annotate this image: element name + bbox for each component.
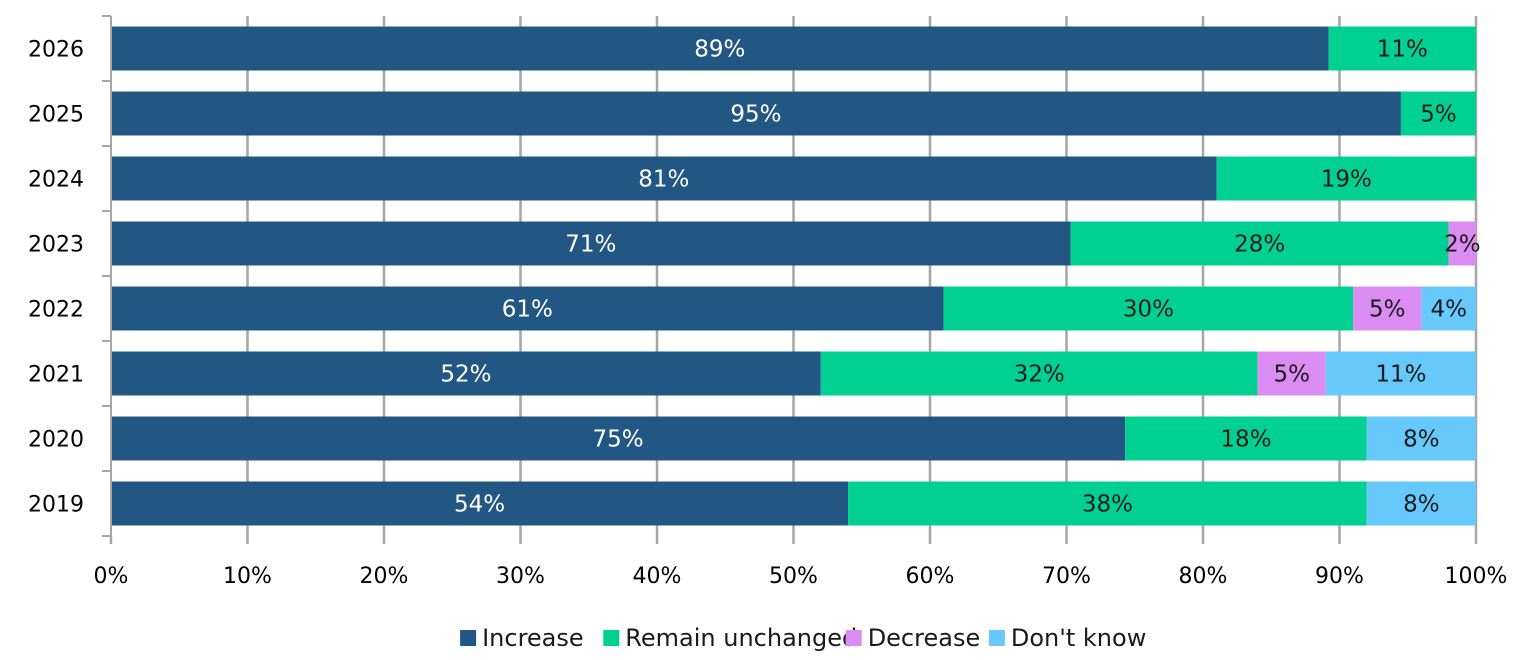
data-label: 11% (1375, 362, 1426, 388)
data-label: 28% (1234, 232, 1285, 258)
data-label: 18% (1220, 427, 1271, 453)
data-label: 54% (454, 492, 505, 518)
legend: Increase Remain unchanged Decrease Don't kn… (460, 624, 1146, 652)
data-label: 61% (502, 297, 553, 323)
data-label: 95% (730, 102, 781, 128)
legend-swatch (603, 630, 620, 646)
y-tick-label: 2022 (28, 298, 84, 323)
data-label: 81% (638, 167, 689, 193)
x-axis-tick-labels: 0% 10% 20% 30% 40% 50% 60% 70% 80% 90% 100% (94, 564, 1508, 589)
bar-segment (1325, 351, 1476, 396)
x-tick-label: 70% (1042, 564, 1091, 589)
bar-segment (111, 91, 1401, 136)
bar-segment (1257, 351, 1326, 396)
data-label: 89% (694, 37, 745, 63)
y-tick-label: 2020 (28, 428, 84, 453)
data-label: 8% (1403, 492, 1440, 518)
bar-segment (111, 351, 821, 396)
legend-label: Increase (482, 624, 584, 652)
data-label: 71% (565, 232, 616, 258)
bar-segment (1353, 286, 1422, 331)
bar-segment (1448, 221, 1476, 266)
x-tick-label: 100% (1445, 564, 1508, 589)
data-label: 19% (1321, 167, 1372, 193)
legend-swatch (988, 630, 1005, 646)
bar-segment (111, 156, 1217, 201)
y-axis-tick-labels: 2026 2025 2024 2023 2022 2021 2020 2019 (28, 38, 84, 518)
bar-segment (111, 26, 1329, 71)
legend-swatch (460, 630, 477, 646)
data-label: 75% (593, 427, 644, 453)
x-tick-label: 10% (223, 564, 272, 589)
y-tick-label: 2024 (28, 168, 84, 193)
bars: 89% 11% 95% 5% 81% 19% 71% 28% 2% 61% 30% 5% 4% 52% 32… (111, 26, 1481, 526)
data-label: 32% (1014, 362, 1065, 388)
bar-segment (111, 221, 1071, 266)
bar-segment (111, 416, 1126, 461)
data-label: 30% (1123, 297, 1174, 323)
data-label: 38% (1082, 492, 1133, 518)
bar-segment (111, 481, 849, 526)
data-label: 4% (1430, 297, 1467, 323)
axes (102, 15, 113, 544)
x-tick-label: 20% (360, 564, 409, 589)
data-label: 8% (1403, 427, 1440, 453)
bar-segment (848, 481, 1367, 526)
y-tick-label: 2025 (28, 103, 84, 128)
x-tick-label: 50% (769, 564, 818, 589)
x-tick-label: 90% (1315, 564, 1364, 589)
y-tick-label: 2026 (28, 38, 84, 63)
bar-segment (1216, 156, 1476, 201)
x-tick-label: 60% (906, 564, 955, 589)
bar-segment (1400, 91, 1476, 136)
data-label: 5% (1420, 102, 1457, 128)
data-label: 5% (1273, 362, 1310, 388)
bar-segment (1328, 26, 1476, 71)
legend-label: Decrease (868, 624, 981, 652)
bar-segment (943, 286, 1354, 331)
data-label: 11% (1377, 37, 1428, 63)
y-tick-label: 2023 (28, 233, 84, 258)
data-label: 52% (440, 362, 491, 388)
bar-segment (1125, 416, 1367, 461)
bar-segment (1070, 221, 1449, 266)
legend-label: Remain unchanged (625, 624, 857, 652)
bar-segment (1366, 481, 1476, 526)
y-tick-label: 2019 (28, 493, 84, 518)
bar-segment (1366, 416, 1476, 461)
data-label: 5% (1369, 297, 1406, 323)
x-tick-label: 30% (496, 564, 545, 589)
legend-label: Don't know (1011, 624, 1146, 652)
bar-segment (111, 286, 944, 331)
y-tick-label: 2021 (28, 363, 84, 388)
legend-swatch (845, 630, 862, 646)
x-tick-label: 80% (1179, 564, 1228, 589)
x-tick-label: 40% (633, 564, 682, 589)
data-label: 2% (1444, 232, 1481, 258)
bar-segment (820, 351, 1258, 396)
bar-segment (1421, 286, 1476, 331)
x-tick-label: 0% (94, 564, 129, 589)
